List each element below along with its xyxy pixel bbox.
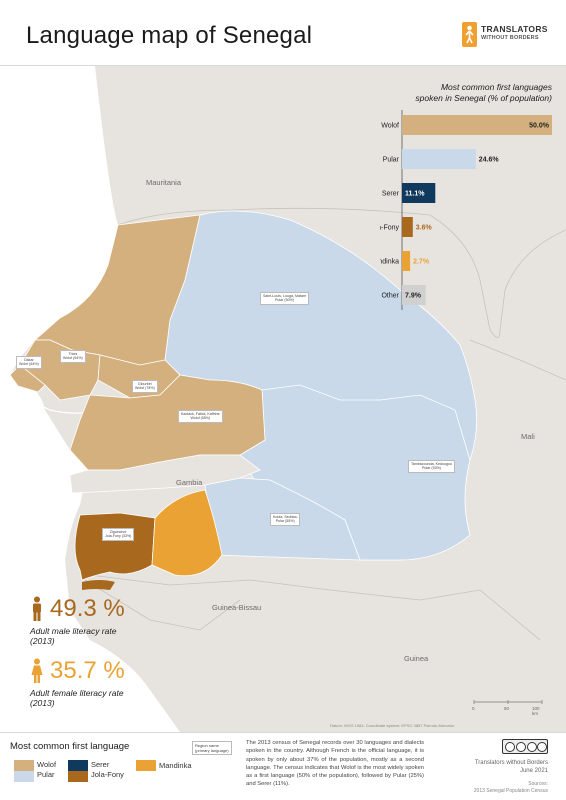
border-guinea xyxy=(89,574,541,641)
twb-logo-subtext: WITHOUT BORDERS xyxy=(481,35,539,41)
label-saint-louis: Saint-Louis, Louga, Matam Pular (50%) xyxy=(260,292,309,305)
twb-logo: TRANSLATORS WITHOUT BORDERS xyxy=(462,22,548,48)
label-tambacounda: Tambacounda, Kedougou Pular (53%) xyxy=(408,460,455,473)
label-dakar: Dakar Wolof (64%) xyxy=(16,356,42,369)
border-mauritania xyxy=(117,207,566,338)
coastal-islands xyxy=(82,580,115,590)
category-label-serer: Serer xyxy=(382,191,400,198)
twb-logo-text: TRANSLATORS xyxy=(481,24,548,34)
label-mali: Mali xyxy=(521,432,535,441)
bar-serer xyxy=(402,183,436,203)
footer-sources: Sources: 2013 Senegal Population Census xyxy=(473,781,548,794)
scale-bar: 0 50 100 km xyxy=(472,700,544,718)
gambia xyxy=(69,454,261,494)
value-label-wolof: 50.0% xyxy=(529,123,550,130)
legend-swatch-pular xyxy=(14,771,34,782)
female-literacy-label: Adult female literacy rate (2013) xyxy=(30,688,124,708)
border-guinea-bissau xyxy=(84,579,241,631)
legend-swatch-mandinka xyxy=(136,760,156,771)
category-label-wolof: Wolof xyxy=(381,123,399,130)
description-text: The 2013 census of Senegal records over … xyxy=(246,740,424,788)
label-ziguinchor: Ziguinchor Jola-Fony (33%) xyxy=(102,528,135,541)
scale-tick-0: 0 xyxy=(472,706,475,711)
value-label-other: 7.9% xyxy=(405,293,422,300)
label-mauritania: Mauritania xyxy=(146,178,182,187)
footer-org: Translators without Borders June 2021 xyxy=(474,760,548,774)
map-area: Mauritania Mali Gambia Guinea-Bissau Gui… xyxy=(0,66,566,732)
region-ziguinchor-area xyxy=(74,512,156,581)
header: Language map of Senegal TRANSLATORS WITH… xyxy=(0,0,566,66)
value-label-serer: 11.1% xyxy=(405,191,425,198)
legend-label-wolof: Wolof xyxy=(37,760,57,769)
male-literacy-label: Adult male literacy rate (2013) xyxy=(30,626,117,646)
scale-tick-50: 50 xyxy=(504,706,510,711)
legend-swatch-jola-fony xyxy=(68,771,88,782)
legend-swatch-wolof xyxy=(14,760,34,771)
language-bar-chart: Most common first languages spoken in Se… xyxy=(380,82,552,310)
twb-logo-icon xyxy=(462,22,477,47)
border-mali xyxy=(469,339,566,381)
scale-tick-100: 100 km xyxy=(532,706,540,716)
value-label-pular: 24.6% xyxy=(479,157,500,164)
label-gambia: Gambia xyxy=(176,478,203,487)
bar-pular xyxy=(402,149,476,169)
ocean xyxy=(0,66,180,732)
legend-label-serer: Serer xyxy=(91,760,110,769)
label-kaolack: Kaolack, Fatick, Kaffrine Wolof (55%) xyxy=(178,410,223,423)
datum-note: Datum: WGS 1984. Coordinate system: EPSG… xyxy=(330,723,455,728)
label-guinea: Guinea xyxy=(404,654,429,663)
male-person-icon xyxy=(30,596,44,627)
legend-title: Most common first language xyxy=(10,741,130,752)
label-diourbel: Diourbel Wolof (78%) xyxy=(132,380,158,393)
category-label-pular: Pular xyxy=(383,157,400,164)
bar-jola-fony xyxy=(402,217,413,237)
label-kolda: Kolda, Sedhiou Pular (55%) xyxy=(270,513,301,526)
male-literacy-value: 49.3 % xyxy=(50,595,125,622)
female-literacy-value: 35.7 % xyxy=(50,657,125,684)
region-wolof-northwest xyxy=(33,214,201,366)
creative-commons-icon xyxy=(502,739,548,754)
chart-title: Most common first languages spoken in Se… xyxy=(415,82,552,103)
footer: Most common first language Wolof Pular S… xyxy=(0,732,566,800)
legend-label-jola-fony: Jola-Fony xyxy=(91,770,124,779)
category-label-jola-fony: Jola-Fony xyxy=(380,225,400,232)
legend-swatch-serer xyxy=(68,760,88,771)
chart-svg: Wolof 50.0% Pular 24.6% Serer 11.1% Jola-Fony 3… xyxy=(380,110,552,310)
legend-label-pular: Pular xyxy=(37,770,55,779)
region-mandinka-area xyxy=(151,489,223,577)
category-label-mandinka: Mandinka xyxy=(380,259,399,266)
value-label-mandinka: 2.7% xyxy=(413,259,430,266)
legend-key-box: Region name (primary language) xyxy=(192,741,232,755)
bar-wolof xyxy=(402,115,552,135)
page-title: Language map of Senegal xyxy=(26,22,313,49)
value-label-jola-fony: 3.6% xyxy=(416,225,433,232)
bar-mandinka xyxy=(402,251,411,271)
label-guinea-bissau: Guinea-Bissau xyxy=(212,603,262,612)
label-thies: Thies Wolof (64%) xyxy=(60,350,86,363)
female-person-icon xyxy=(30,658,44,689)
category-label-other: Other xyxy=(381,293,399,300)
legend-label-mandinka: Mandinka xyxy=(159,761,192,770)
bar-other xyxy=(402,285,426,305)
